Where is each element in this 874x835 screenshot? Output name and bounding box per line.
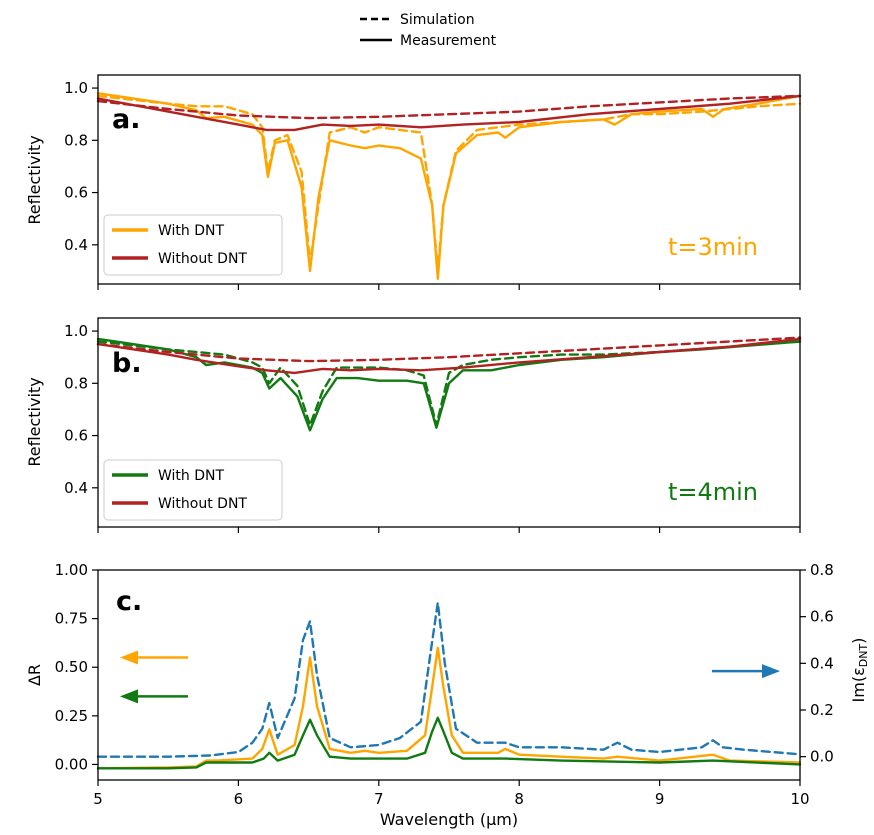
panel-b-ylabel: Reflectivity [25,377,44,466]
panel-c-xtick-label: 9 [655,790,665,808]
panel-a-legend-without: Without DNT [158,251,247,267]
panel-a-ytick-label: 0.6 [64,184,88,202]
panel-a-frame [97,74,801,285]
panel-b-series-1-dashed [96,340,802,427]
panel-a-time-note: t=3min [668,233,758,261]
panel-b-lines [96,336,802,432]
panel-c-ytick-label: 0.00 [55,755,88,773]
panel-c-xtick-label: 8 [514,790,524,808]
panel-c-frame [97,569,801,781]
panel-c-ylabel-right-close: ) [849,638,868,644]
arrow-green-left [120,689,188,704]
panel-c-ylabel-right-main: Im(ε [849,667,868,702]
panel-b-series-2-solid [96,337,802,375]
panel-a: 0.4 0.6 0.8 1.0 Reflectivity a. t=3min With… [25,74,802,290]
panel-b-frame [97,317,801,528]
panel-a-legend-with: With DNT [158,223,224,239]
panel-a-ytick-label: 1.0 [64,79,88,97]
arrow-orange-left [120,650,188,665]
panel-b-ticks: 0.4 0.6 0.8 1.0 [64,322,801,533]
panel-b-series-0-solid [96,337,802,432]
panel-a-legend-box [103,214,283,276]
panel-c-ylabel-right: Im(εDNT) [849,638,870,703]
panel-b-legend-without: Without DNT [158,496,247,512]
panel-b-ytick-label: 0.4 [64,479,88,497]
panel-a-series-1-dashed [96,94,802,273]
panel-a-ticks: 0.4 0.6 0.8 1.0 [64,79,801,290]
panel-b: 0.4 0.6 0.8 1.0 Reflectivity b. t=4min With… [25,317,802,533]
panel-b-ytick-label: 1.0 [64,322,88,340]
legend-dashed-label: Simulation [400,12,475,28]
panel-a-legend: With DNT Without DNT [103,214,283,276]
panel-a-ylabel: Reflectivity [25,135,44,224]
panel-c-xtick-label: 10 [790,790,809,808]
panel-c-ytick-label: 0.75 [55,610,88,628]
panel-c: 0.00 0.25 0.50 0.75 1.00 0.0 0.2 0.4 0.6 0.8 5 6 7 8 9… [25,561,870,829]
panel-c-ytick-label: 0.50 [55,658,88,676]
panel-c-xtick-label: 7 [374,790,384,808]
panel-b-series-3-dashed [96,336,802,363]
top-legend: Simulation Measurement [360,12,497,49]
panel-c-arrows [120,650,780,704]
panel-c-ytick-right-label: 0.6 [810,608,834,626]
panel-c-ytick-right-label: 0.8 [810,561,834,579]
panel-c-xtick-label: 6 [234,790,244,808]
panel-c-ylabel-right-sub: DNT [857,644,870,668]
panel-c-ytick-right-label: 0.2 [810,701,834,719]
panel-c-xtick-label: 5 [93,790,103,808]
panel-b-ytick-label: 0.6 [64,427,88,445]
panel-c-ytick-right-label: 0.0 [810,748,834,766]
panel-a-letter: a. [112,104,140,135]
legend-solid-label: Measurement [400,33,497,49]
panel-a-ytick-label: 0.4 [64,236,88,254]
panel-a-series-3-dashed [96,94,802,120]
panel-a-series-2-solid [96,94,802,132]
panel-c-ytick-label: 1.00 [55,561,88,579]
panel-b-time-note: t=4min [668,478,758,506]
panel-c-series-0-solid [96,646,802,770]
panel-c-series-1-solid [96,716,802,770]
panel-b-legend-with: With DNT [158,468,224,484]
panel-c-ticks: 0.00 0.25 0.50 0.75 1.00 0.0 0.2 0.4 0.6 0.8 5 6 7 8 9… [55,561,834,808]
panel-c-ylabel: ΔR [25,664,44,686]
panel-c-series-2-dashed [96,601,802,758]
panel-c-letter: c. [116,586,142,617]
panel-b-legend-box [103,459,283,521]
panel-b-ytick-label: 0.8 [64,374,88,392]
panel-c-ytick-label: 0.25 [55,707,88,725]
panel-a-lines [96,92,802,280]
panel-c-xlabel: Wavelength (μm) [380,810,518,829]
panel-a-ytick-label: 0.8 [64,131,88,149]
panel-b-letter: b. [112,348,142,379]
panel-b-legend: With DNT Without DNT [103,459,283,521]
panel-c-lines [96,601,802,770]
arrow-blue-right [712,664,780,679]
panel-c-ytick-right-label: 0.4 [810,654,834,672]
